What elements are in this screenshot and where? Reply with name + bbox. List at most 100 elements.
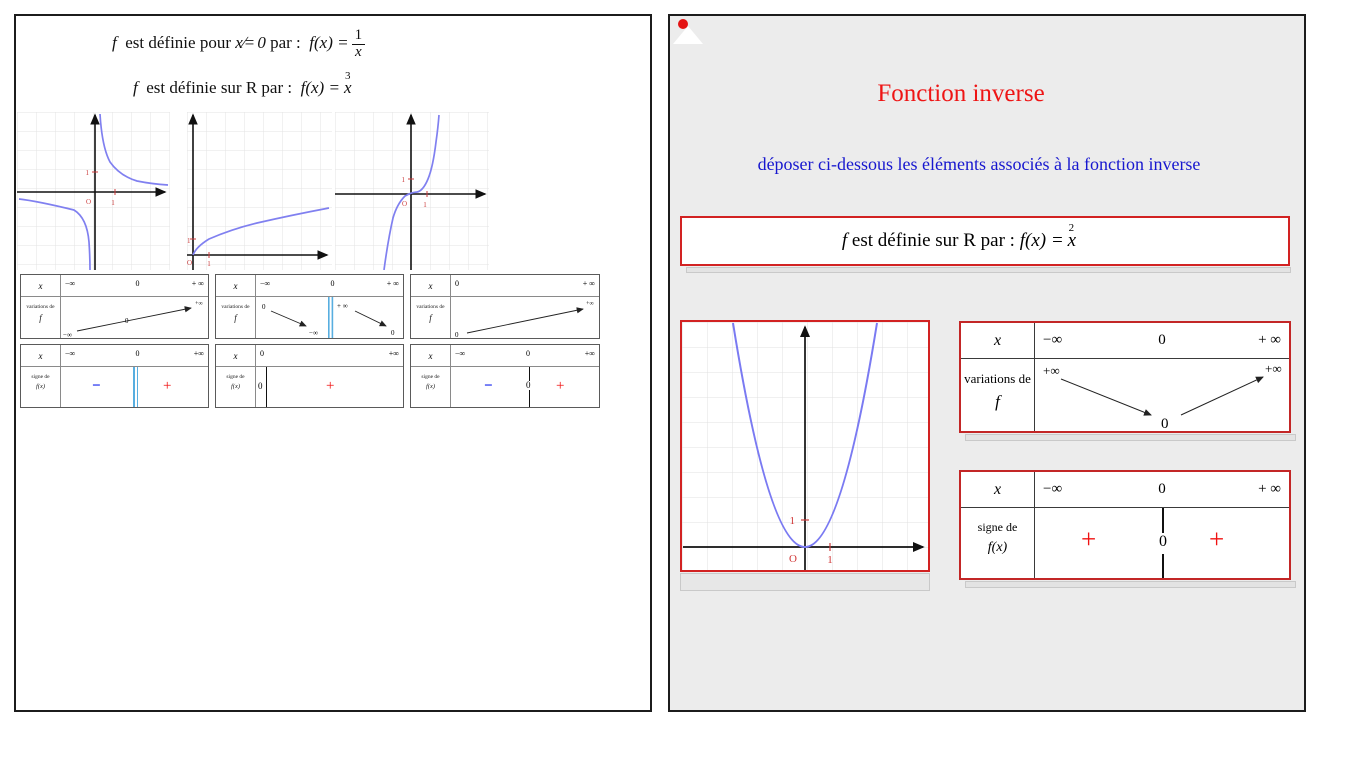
table-body: − 0 +: [451, 367, 599, 407]
y-one-label: 1: [790, 515, 796, 527]
table-row-label: variations de f: [21, 297, 61, 338]
drop-panel: Fonction inverse déposer ci-dessous les …: [668, 14, 1306, 712]
table-header-values: 0 +∞: [256, 345, 403, 367]
table-row-label: signe de f(x): [21, 367, 61, 407]
fx-equals: f(x) =: [1019, 230, 1064, 251]
table-row-label: variations de f: [216, 297, 256, 338]
table-x-header: x: [411, 275, 451, 297]
formula-inverse-definition[interactable]: f est définie pour x∕= 0 par : f(x) = 1 x: [112, 27, 366, 61]
origin-label: O: [789, 553, 797, 565]
instruction-text: déposer ci-dessous les éléments associés…: [757, 154, 1201, 174]
sign-table-inverse[interactable]: x −∞ 0 +∞ signe de f(x) − +: [20, 344, 209, 408]
header-plus-infinity: + ∞: [1258, 332, 1281, 348]
table-body: +∞ 0 +∞: [1035, 359, 1289, 431]
value-middle: 0: [125, 317, 129, 325]
sign-table-square[interactable]: x −∞ 0 + ∞ signe de f(x) + 0 +: [959, 470, 1291, 580]
decreasing-arrow: [270, 310, 307, 327]
graph-inverse-function[interactable]: 1 1 O: [17, 112, 170, 270]
sign-label: signe de: [226, 374, 245, 380]
curve-hyperbola-right: [99, 113, 169, 186]
sign-table-cube[interactable]: x −∞ 0 +∞ signe de f(x) − 0 +: [410, 344, 600, 408]
x-one-label: 1: [423, 201, 427, 209]
value-top-left: 0: [262, 303, 266, 311]
header-zero: 0: [135, 279, 140, 288]
table-x-header: x: [411, 345, 451, 367]
zero-bar: [266, 367, 267, 407]
y-one-label: 1: [86, 169, 90, 177]
variations-label: variations de: [221, 304, 250, 310]
function-symbol: f: [234, 313, 237, 323]
value-top-left: +∞: [1043, 363, 1060, 378]
header-minus-infinity: −∞: [260, 279, 271, 288]
header-zero: 0: [330, 279, 335, 288]
zero-bar-top: [1162, 508, 1164, 533]
variation-table-cube[interactable]: x −∞ 0 + ∞ variations de f −∞ 0 +∞: [20, 274, 209, 339]
zero-bar-bottom: [1162, 554, 1164, 578]
variation-table-sqrt[interactable]: x 0 + ∞ variations de f 0 +∞: [410, 274, 600, 339]
value-bottom-middle: −∞: [309, 329, 318, 337]
graph-cube-function[interactable]: 1 1 O: [335, 112, 489, 270]
zero-symbol: 0: [257, 33, 266, 53]
formula-box-shadow: [686, 267, 1291, 273]
increasing-arrow: [466, 307, 584, 334]
variations-label: variations de: [964, 371, 1031, 386]
fraction-denominator: x: [355, 43, 362, 60]
sign-label: signe de: [31, 374, 50, 380]
panel-marker[interactable]: [670, 16, 710, 50]
f-symbol: f: [133, 78, 138, 97]
zero-value: 0: [258, 381, 263, 391]
header-zero: 0: [135, 349, 140, 358]
variation-table-inverse[interactable]: x −∞ 0 + ∞ variations de f 0 −∞ + ∞: [215, 274, 404, 339]
formula-cube-definition[interactable]: f est définie sur R par : f(x) = x 3: [133, 70, 352, 98]
decreasing-arrow: [354, 310, 387, 327]
grid: [187, 112, 332, 270]
double-bar: [328, 297, 330, 338]
origin-label: O: [187, 259, 192, 267]
plus-sign: +: [163, 378, 172, 394]
variation-table-square[interactable]: x −∞ 0 + ∞ variations de f +∞ 0 +∞: [959, 321, 1291, 433]
header-minus-infinity: −∞: [1043, 481, 1063, 497]
sign-table-sqrt[interactable]: x 0 +∞ signe de f(x) 0 +: [215, 344, 404, 408]
table-row-label: signe de f(x): [216, 367, 256, 407]
formula-square-definition[interactable]: f est définie sur R par : f(x) = x 2: [680, 216, 1290, 266]
table-x-header: x: [961, 472, 1035, 508]
curve-hyperbola-left: [18, 198, 91, 270]
table-body: 0 +: [256, 367, 403, 407]
fx-equals: f(x) =: [300, 78, 340, 97]
page-title: Fonction inverse: [877, 80, 1045, 107]
double-bar: [136, 367, 138, 407]
table-body: − +: [61, 367, 208, 407]
table-body: 0 +∞: [451, 297, 599, 338]
table-x-header: x: [21, 345, 61, 367]
fx-equals: f(x) =: [309, 33, 349, 53]
value-top-right: +∞: [1265, 361, 1282, 376]
x-one-label: 1: [827, 554, 833, 566]
y-one-label: 1: [187, 237, 191, 245]
table-x-header: x: [961, 323, 1035, 359]
plus-sign: +: [1081, 524, 1097, 554]
origin-label: O: [86, 198, 91, 206]
plus-sign: +: [556, 378, 565, 394]
plus-sign: +: [1209, 524, 1225, 554]
value-bottom-middle: 0: [1161, 416, 1169, 431]
header-plus-infinity: + ∞: [582, 279, 595, 288]
table-body: 0 −∞ + ∞ 0: [256, 297, 403, 338]
table-row-label: signe de f(x): [961, 508, 1035, 578]
grid: [17, 112, 170, 270]
header-plus-infinity: +∞: [388, 349, 399, 358]
header-zero: 0: [455, 279, 459, 288]
table-row-label: variations de f: [961, 359, 1035, 431]
value-bottom-right: 0: [391, 329, 395, 337]
increasing-arrow: [76, 306, 192, 332]
header-plus-infinity: + ∞: [1258, 481, 1281, 497]
graph-sqrt-function[interactable]: 1 1 O: [187, 112, 332, 270]
decreasing-arrow: [1060, 378, 1152, 416]
graph-square-function[interactable]: 1 1 O: [680, 320, 930, 572]
source-panel: f est définie pour x∕= 0 par : f(x) = 1 x …: [14, 14, 652, 712]
graph-shadow: [680, 573, 930, 591]
table-header-values: −∞ 0 +∞: [61, 345, 208, 367]
header-zero: 0: [260, 349, 264, 358]
power-exponent: 2: [1068, 222, 1075, 234]
zero-value: 0: [1159, 533, 1167, 550]
